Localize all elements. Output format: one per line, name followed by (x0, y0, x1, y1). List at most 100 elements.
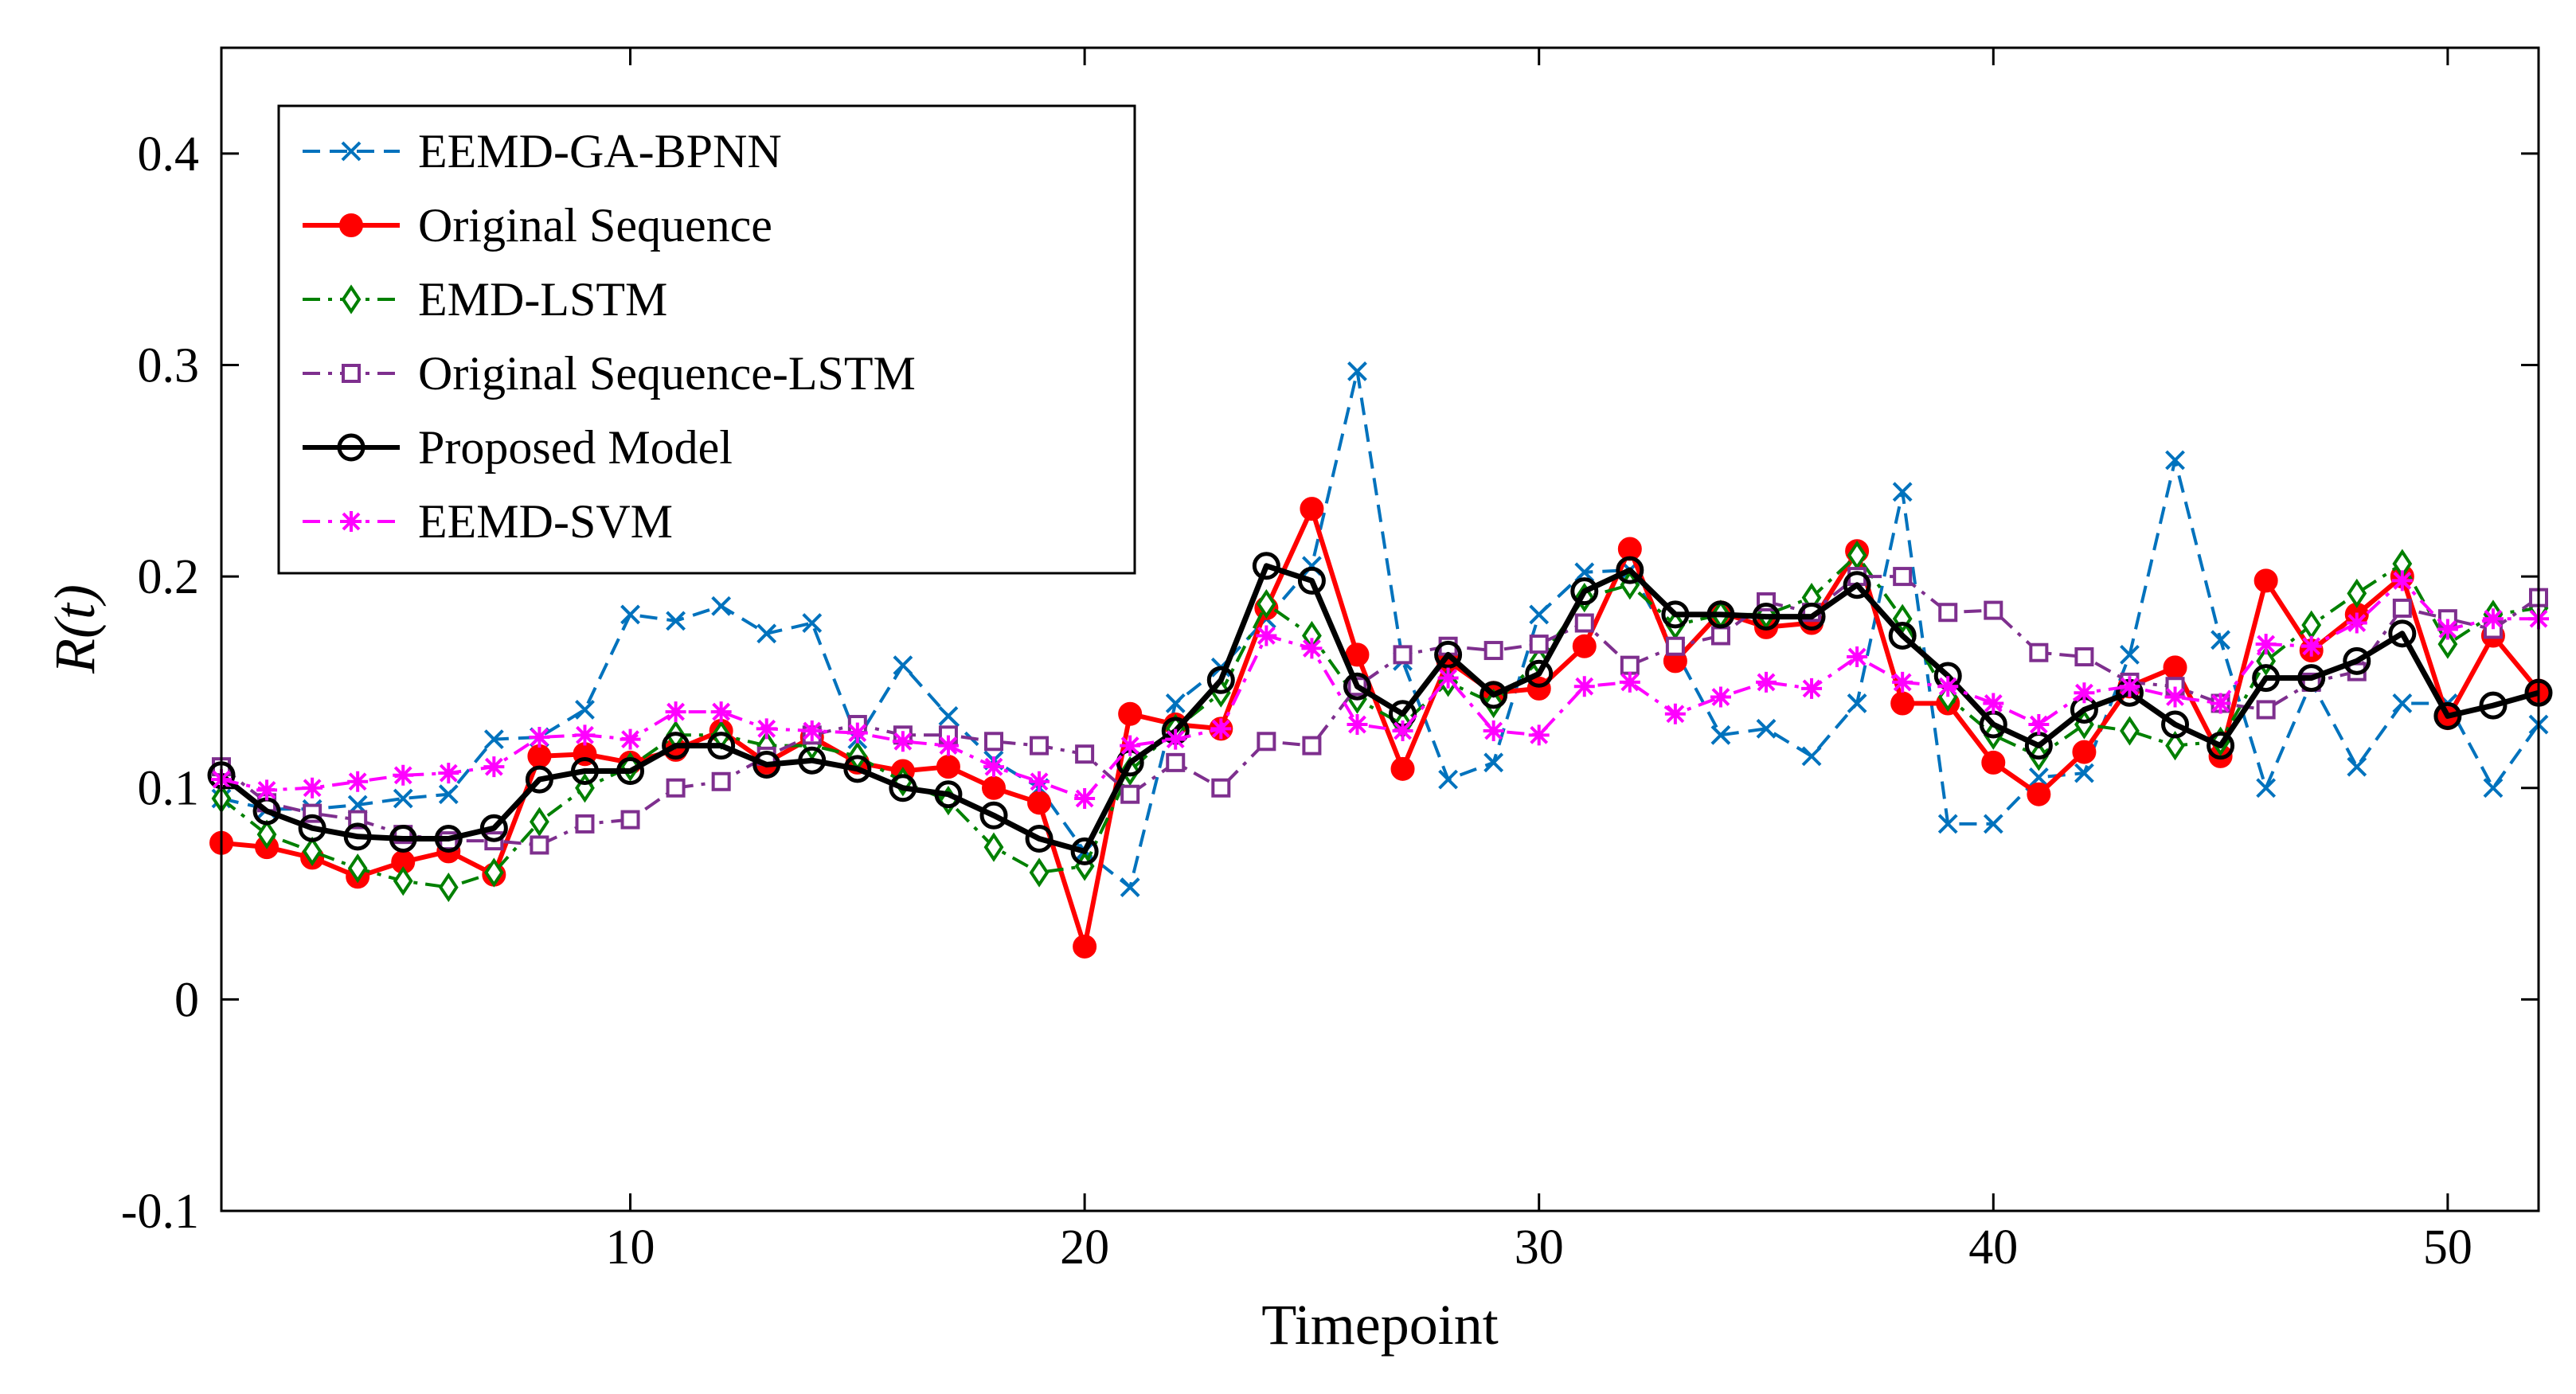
data-point (1256, 589, 1276, 619)
data-point (575, 814, 595, 834)
data-point (1573, 676, 1595, 697)
data-point (1118, 701, 1143, 726)
data-point (892, 731, 913, 752)
data-point (2437, 629, 2458, 659)
data-point (1120, 784, 1140, 804)
data-point (1529, 604, 1550, 625)
data-point (2300, 635, 2322, 657)
data-point (483, 729, 504, 750)
data-point (983, 832, 1004, 862)
data-point (710, 701, 732, 723)
data-point (756, 623, 777, 644)
data-point (1710, 626, 1730, 646)
legend: EEMD-GA-BPNN Original Sequence EMD-LSTM Ori… (277, 104, 1136, 575)
data-point (1525, 659, 1554, 688)
data-point (2437, 619, 2458, 640)
data-point (1252, 552, 1280, 580)
data-point (616, 756, 645, 785)
data-point (1165, 693, 1186, 713)
data-point (1437, 667, 1459, 689)
data-point (2163, 655, 2187, 680)
series-5 (207, 552, 2553, 865)
data-point (1256, 625, 1277, 646)
data-point (1938, 603, 1958, 623)
plot-frame (220, 46, 2540, 1212)
data-point (2254, 568, 2278, 593)
data-point (1070, 837, 1099, 865)
data-point (1211, 778, 1231, 798)
data-point (2120, 716, 2140, 746)
data-point (2161, 710, 2190, 739)
data-point (2207, 732, 2235, 760)
data-point (530, 835, 549, 855)
data-point (1029, 857, 1050, 888)
data-point (2165, 730, 2185, 761)
data-point (665, 701, 686, 723)
data-point (389, 824, 417, 853)
data-point (343, 822, 372, 851)
data-point (1302, 736, 1322, 756)
x-tick-label: 50 (2423, 1220, 2472, 1275)
legend-entry: Original Sequence-LSTM (303, 347, 916, 400)
data-point (1165, 728, 1186, 750)
data-point (1756, 718, 1777, 739)
legend-box (277, 104, 1136, 575)
data-point (1984, 600, 2003, 620)
data-point (2346, 612, 2367, 634)
data-point (2482, 608, 2504, 630)
data-point (2392, 598, 2412, 618)
legend-label: EMD-LSTM (418, 273, 667, 326)
data-point (2027, 782, 2051, 806)
data-point (483, 756, 505, 778)
legend-marker (342, 364, 361, 383)
y-tick-label: 0.2 (138, 550, 200, 604)
data-point (1347, 714, 1368, 736)
legend-entry: EEMD-SVM (303, 495, 673, 548)
data-point (438, 872, 459, 903)
data-point (530, 806, 549, 837)
data-point (1981, 750, 2006, 775)
data-point (2164, 686, 2186, 708)
data-point (2074, 647, 2094, 667)
data-point (574, 724, 596, 746)
data-point (1574, 613, 1594, 633)
data-point (1706, 600, 1735, 629)
data-point (1297, 566, 1326, 595)
data-point (2252, 664, 2281, 693)
data-point (1120, 735, 1141, 756)
data-point (1483, 641, 1503, 661)
data-point (1797, 603, 1826, 631)
y-tick-label: 0.4 (138, 127, 200, 182)
series-line (221, 579, 2539, 800)
data-point (846, 722, 868, 744)
data-point (2479, 691, 2508, 720)
data-point (256, 779, 278, 801)
y-tick-label: 0 (174, 973, 199, 1027)
data-point (620, 810, 640, 830)
data-point (529, 726, 550, 748)
data-point (2210, 693, 2231, 714)
data-point (662, 732, 690, 760)
data-point (1392, 720, 1413, 742)
data-point (1438, 769, 1459, 790)
data-point (984, 732, 1003, 752)
data-point (843, 755, 872, 783)
plot-area-series (207, 361, 2553, 959)
data-point (1892, 671, 1913, 693)
data-point (2028, 714, 2050, 736)
data-point (2211, 630, 2231, 650)
data-point (1029, 771, 1050, 792)
data-point (2433, 701, 2462, 730)
data-point (1343, 672, 1371, 701)
data-point (2391, 570, 2413, 592)
data-point (1888, 621, 1917, 650)
data-point (801, 720, 823, 742)
x-axis-ticks: 10 20 30 40 50 (606, 48, 2472, 1275)
data-point (1661, 600, 1690, 629)
data-point (1120, 877, 1140, 897)
data-point (302, 777, 323, 799)
legend-marker (341, 284, 362, 314)
data-point (711, 771, 731, 791)
data-point (1843, 571, 1871, 599)
